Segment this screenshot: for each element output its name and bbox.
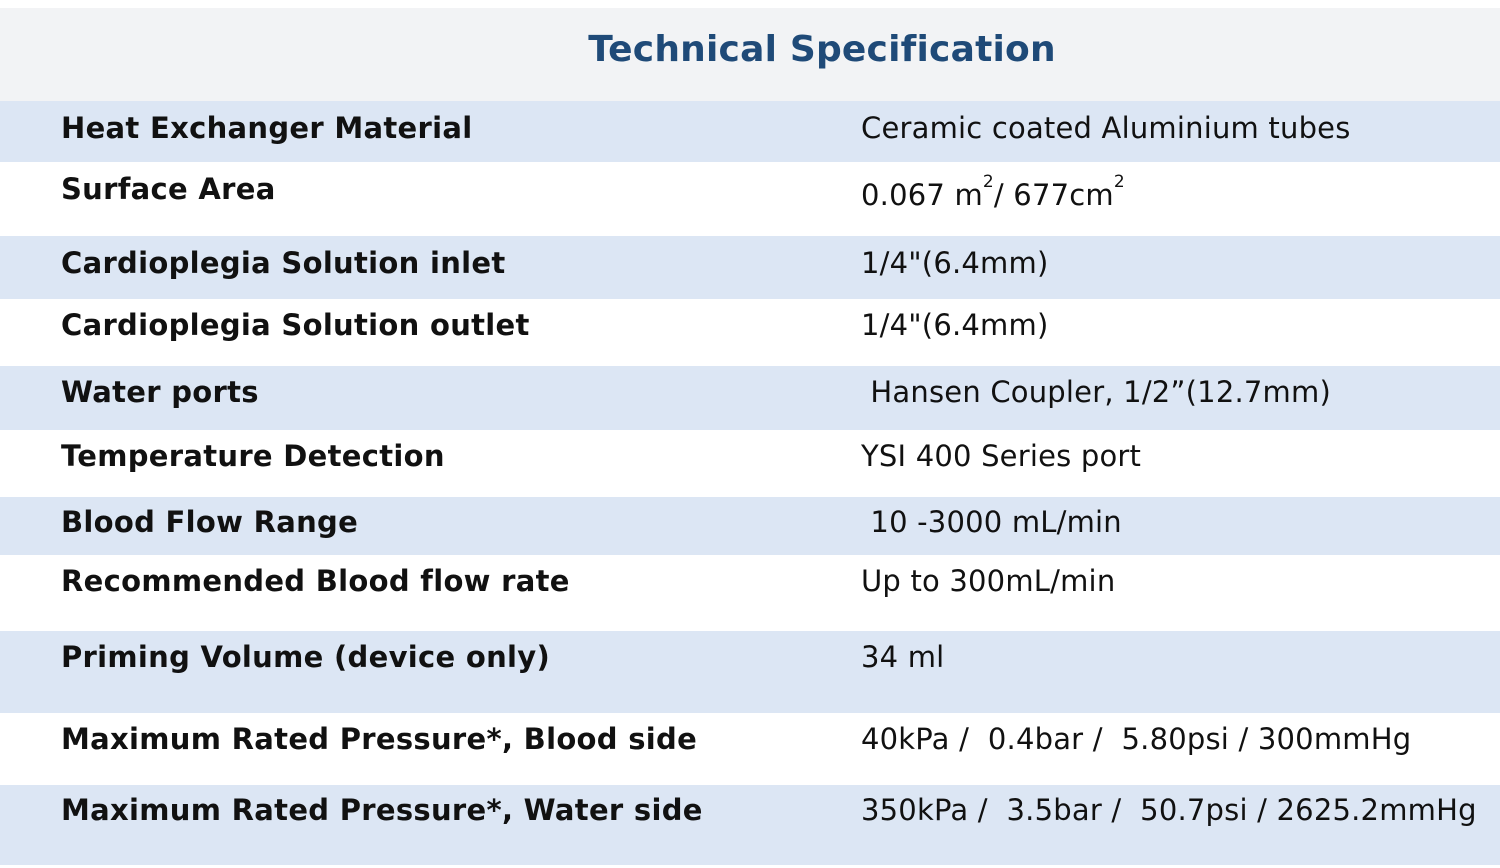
spec-label: Cardioplegia Solution outlet [61,308,530,342]
spec-value: 0.067 m2/ 677cm2 [861,172,1125,212]
table-row: Cardioplegia Solution inlet 1/4"(6.4mm) [0,236,1500,299]
superscript: 2 [1113,172,1125,192]
spec-label: Heat Exchanger Material [61,111,473,145]
spec-value: YSI 400 Series port [861,439,1142,473]
title-bar: Technical Specification [0,8,1500,101]
superscript: 2 [982,172,994,192]
spec-label: Priming Volume (device only) [61,640,551,674]
table-row: Temperature Detection YSI 400 Series por… [0,430,1500,497]
table-row: Maximum Rated Pressure*, Blood side 40kP… [0,713,1500,785]
spec-value: 1/4"(6.4mm) [861,308,1049,342]
table-row: Cardioplegia Solution outlet 1/4"(6.4mm) [0,299,1500,366]
spec-value: Up to 300mL/min [861,564,1116,598]
page-title: Technical Specification [588,29,1056,70]
table-row: Maximum Rated Pressure*, Water side 350k… [0,785,1500,865]
spec-value: Hansen Coupler, 1/2”(12.7mm) [861,375,1331,409]
spec-value: 350kPa / 3.5bar / 50.7psi / 2625.2mmHg [861,793,1477,827]
spec-value: 34 ml [861,640,945,674]
spec-label: Water ports [61,375,259,409]
spec-label: Cardioplegia Solution inlet [61,246,506,280]
spec-label: Surface Area [61,172,276,206]
table-row: Surface Area 0.067 m2/ 677cm2 [0,162,1500,236]
table-row: Water ports Hansen Coupler, 1/2”(12.7mm) [0,366,1500,430]
spec-value: Ceramic coated Aluminium tubes [861,111,1351,145]
spec-label: Recommended Blood flow rate [61,564,570,598]
spec-label: Maximum Rated Pressure*, Blood side [61,722,698,756]
table-row: Priming Volume (device only) 34 ml [0,631,1500,713]
spec-value: 40kPa / 0.4bar / 5.80psi / 300mmHg [861,722,1412,756]
table-row: Blood Flow Range 10 -3000 mL/min [0,497,1500,555]
table-row: Heat Exchanger Material Ceramic coated A… [0,101,1500,162]
spec-label: Temperature Detection [61,439,445,473]
spec-value: 10 -3000 mL/min [861,505,1122,539]
surface-area-m2: 0.067 m [861,178,983,212]
table-row: Recommended Blood flow rate Up to 300mL/… [0,555,1500,631]
spec-table: Heat Exchanger Material Ceramic coated A… [0,101,1500,865]
spec-value: 1/4"(6.4mm) [861,246,1049,280]
surface-area-cm2: / 677cm [993,178,1114,212]
spec-label: Blood Flow Range [61,505,359,539]
spec-label: Maximum Rated Pressure*, Water side [61,793,703,827]
